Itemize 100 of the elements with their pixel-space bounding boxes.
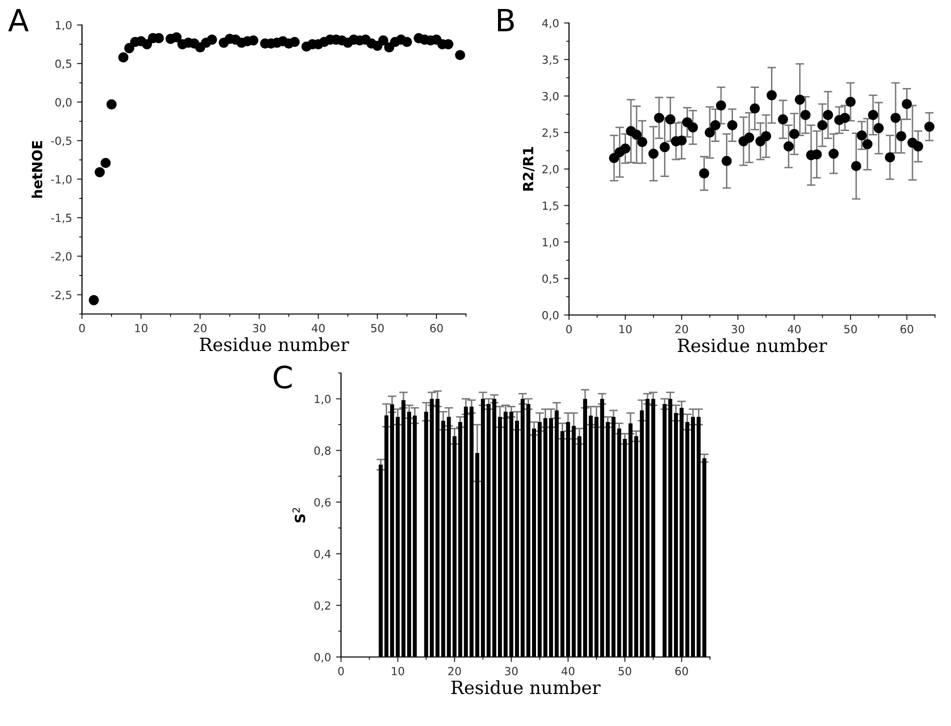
point (913, 141, 924, 152)
y-axis-title: hetNOE (32, 141, 42, 198)
x-axis-title: Residue number (451, 680, 601, 694)
point (789, 128, 800, 140)
point (716, 100, 726, 111)
point (727, 120, 738, 130)
point (851, 160, 862, 172)
x-tick-label: 0 (79, 324, 85, 332)
point (856, 130, 867, 141)
point (862, 139, 873, 150)
y-tick-label: 0,5 (542, 274, 558, 284)
point (660, 142, 670, 152)
y-tick-label: 2,0 (542, 164, 559, 175)
point (676, 135, 687, 146)
point (608, 152, 620, 164)
point (688, 122, 698, 132)
y-axis-title: R2/R1 (522, 147, 534, 191)
x-tick-label: 30 (253, 324, 266, 332)
y-tick-label: 0,5 (55, 60, 72, 70)
point (206, 34, 218, 45)
x-tick-label: 40 (788, 324, 801, 334)
text: C (274, 366, 292, 389)
point (766, 90, 777, 100)
point (896, 131, 906, 142)
x-tick-label: 0 (338, 666, 344, 676)
x-tick-label: 10 (619, 324, 632, 334)
y-axis-title: S$^{2}$ (292, 508, 306, 522)
y-tick-label: 1,0 (56, 20, 72, 31)
y-tick-label: -2,5 (51, 290, 72, 300)
y-tick-label: 1,0 (314, 394, 331, 404)
x-tick-label: 0 (566, 324, 572, 334)
x-tick-label: 40 (562, 666, 574, 676)
x-tick-label: 30 (732, 324, 744, 334)
y-tick-label: 0,4 (314, 550, 331, 560)
point (378, 35, 388, 46)
point (106, 99, 117, 110)
point (812, 149, 822, 160)
y-tick-label: -2,0 (51, 252, 72, 262)
point (890, 112, 901, 123)
point (822, 110, 834, 120)
point (817, 120, 828, 130)
point (874, 123, 884, 134)
point (924, 122, 934, 132)
point (648, 148, 659, 159)
point (710, 120, 720, 130)
y-tick-label: -1,0 (51, 175, 72, 185)
point (620, 143, 630, 154)
point (124, 43, 134, 54)
y-tick-label: 0,2 (314, 601, 330, 611)
x-tick-label: 50 (618, 666, 632, 676)
point (868, 110, 878, 120)
point (722, 156, 732, 166)
point (248, 35, 258, 46)
point (171, 32, 182, 42)
y-tick-label: 1,5 (542, 202, 558, 212)
x-tick-label: 20 (448, 666, 461, 676)
point (902, 98, 912, 110)
x-tick-label: 20 (194, 324, 206, 332)
point (800, 110, 811, 120)
y-tick-label: 0,0 (542, 310, 559, 321)
point (290, 36, 300, 48)
point (828, 148, 839, 159)
point (750, 103, 760, 114)
x-tick-label: 30 (505, 666, 518, 676)
point (778, 114, 788, 124)
point (118, 52, 128, 62)
y-tick-label: -0,5 (51, 136, 72, 146)
point (455, 50, 466, 60)
point (654, 112, 664, 123)
point (840, 112, 850, 123)
x-tick-label: 20 (675, 324, 688, 334)
point (845, 96, 856, 107)
x-tick-label: 10 (135, 324, 148, 332)
y-tick-label: 3,0 (542, 92, 559, 102)
x-tick-label: 60 (900, 324, 914, 334)
point (784, 141, 794, 152)
x-tick-label: 60 (675, 666, 688, 676)
x-axis-title: Residue number (678, 338, 828, 352)
point (884, 152, 896, 162)
y-tick-label: 2,5 (542, 128, 558, 138)
point (631, 130, 642, 140)
text: A (8, 8, 29, 32)
x-tick-label: 50 (371, 324, 384, 332)
y-tick-label: -1,5 (51, 214, 72, 224)
x-tick-label: 40 (312, 324, 325, 332)
point (744, 132, 754, 143)
y-tick-label: 0,0 (55, 98, 72, 108)
point (794, 94, 805, 105)
point (100, 158, 111, 168)
point (760, 131, 772, 142)
text: B (498, 8, 514, 32)
y-tick-label: 4,0 (542, 18, 559, 29)
point (142, 39, 152, 50)
y-tick-label: 0,0 (314, 652, 331, 663)
point (699, 168, 710, 178)
y-tick-label: 3,5 (542, 55, 558, 66)
point (402, 36, 412, 48)
point (665, 114, 676, 124)
x-tick-label: 50 (844, 324, 857, 334)
x-tick-label: 60 (430, 324, 443, 332)
